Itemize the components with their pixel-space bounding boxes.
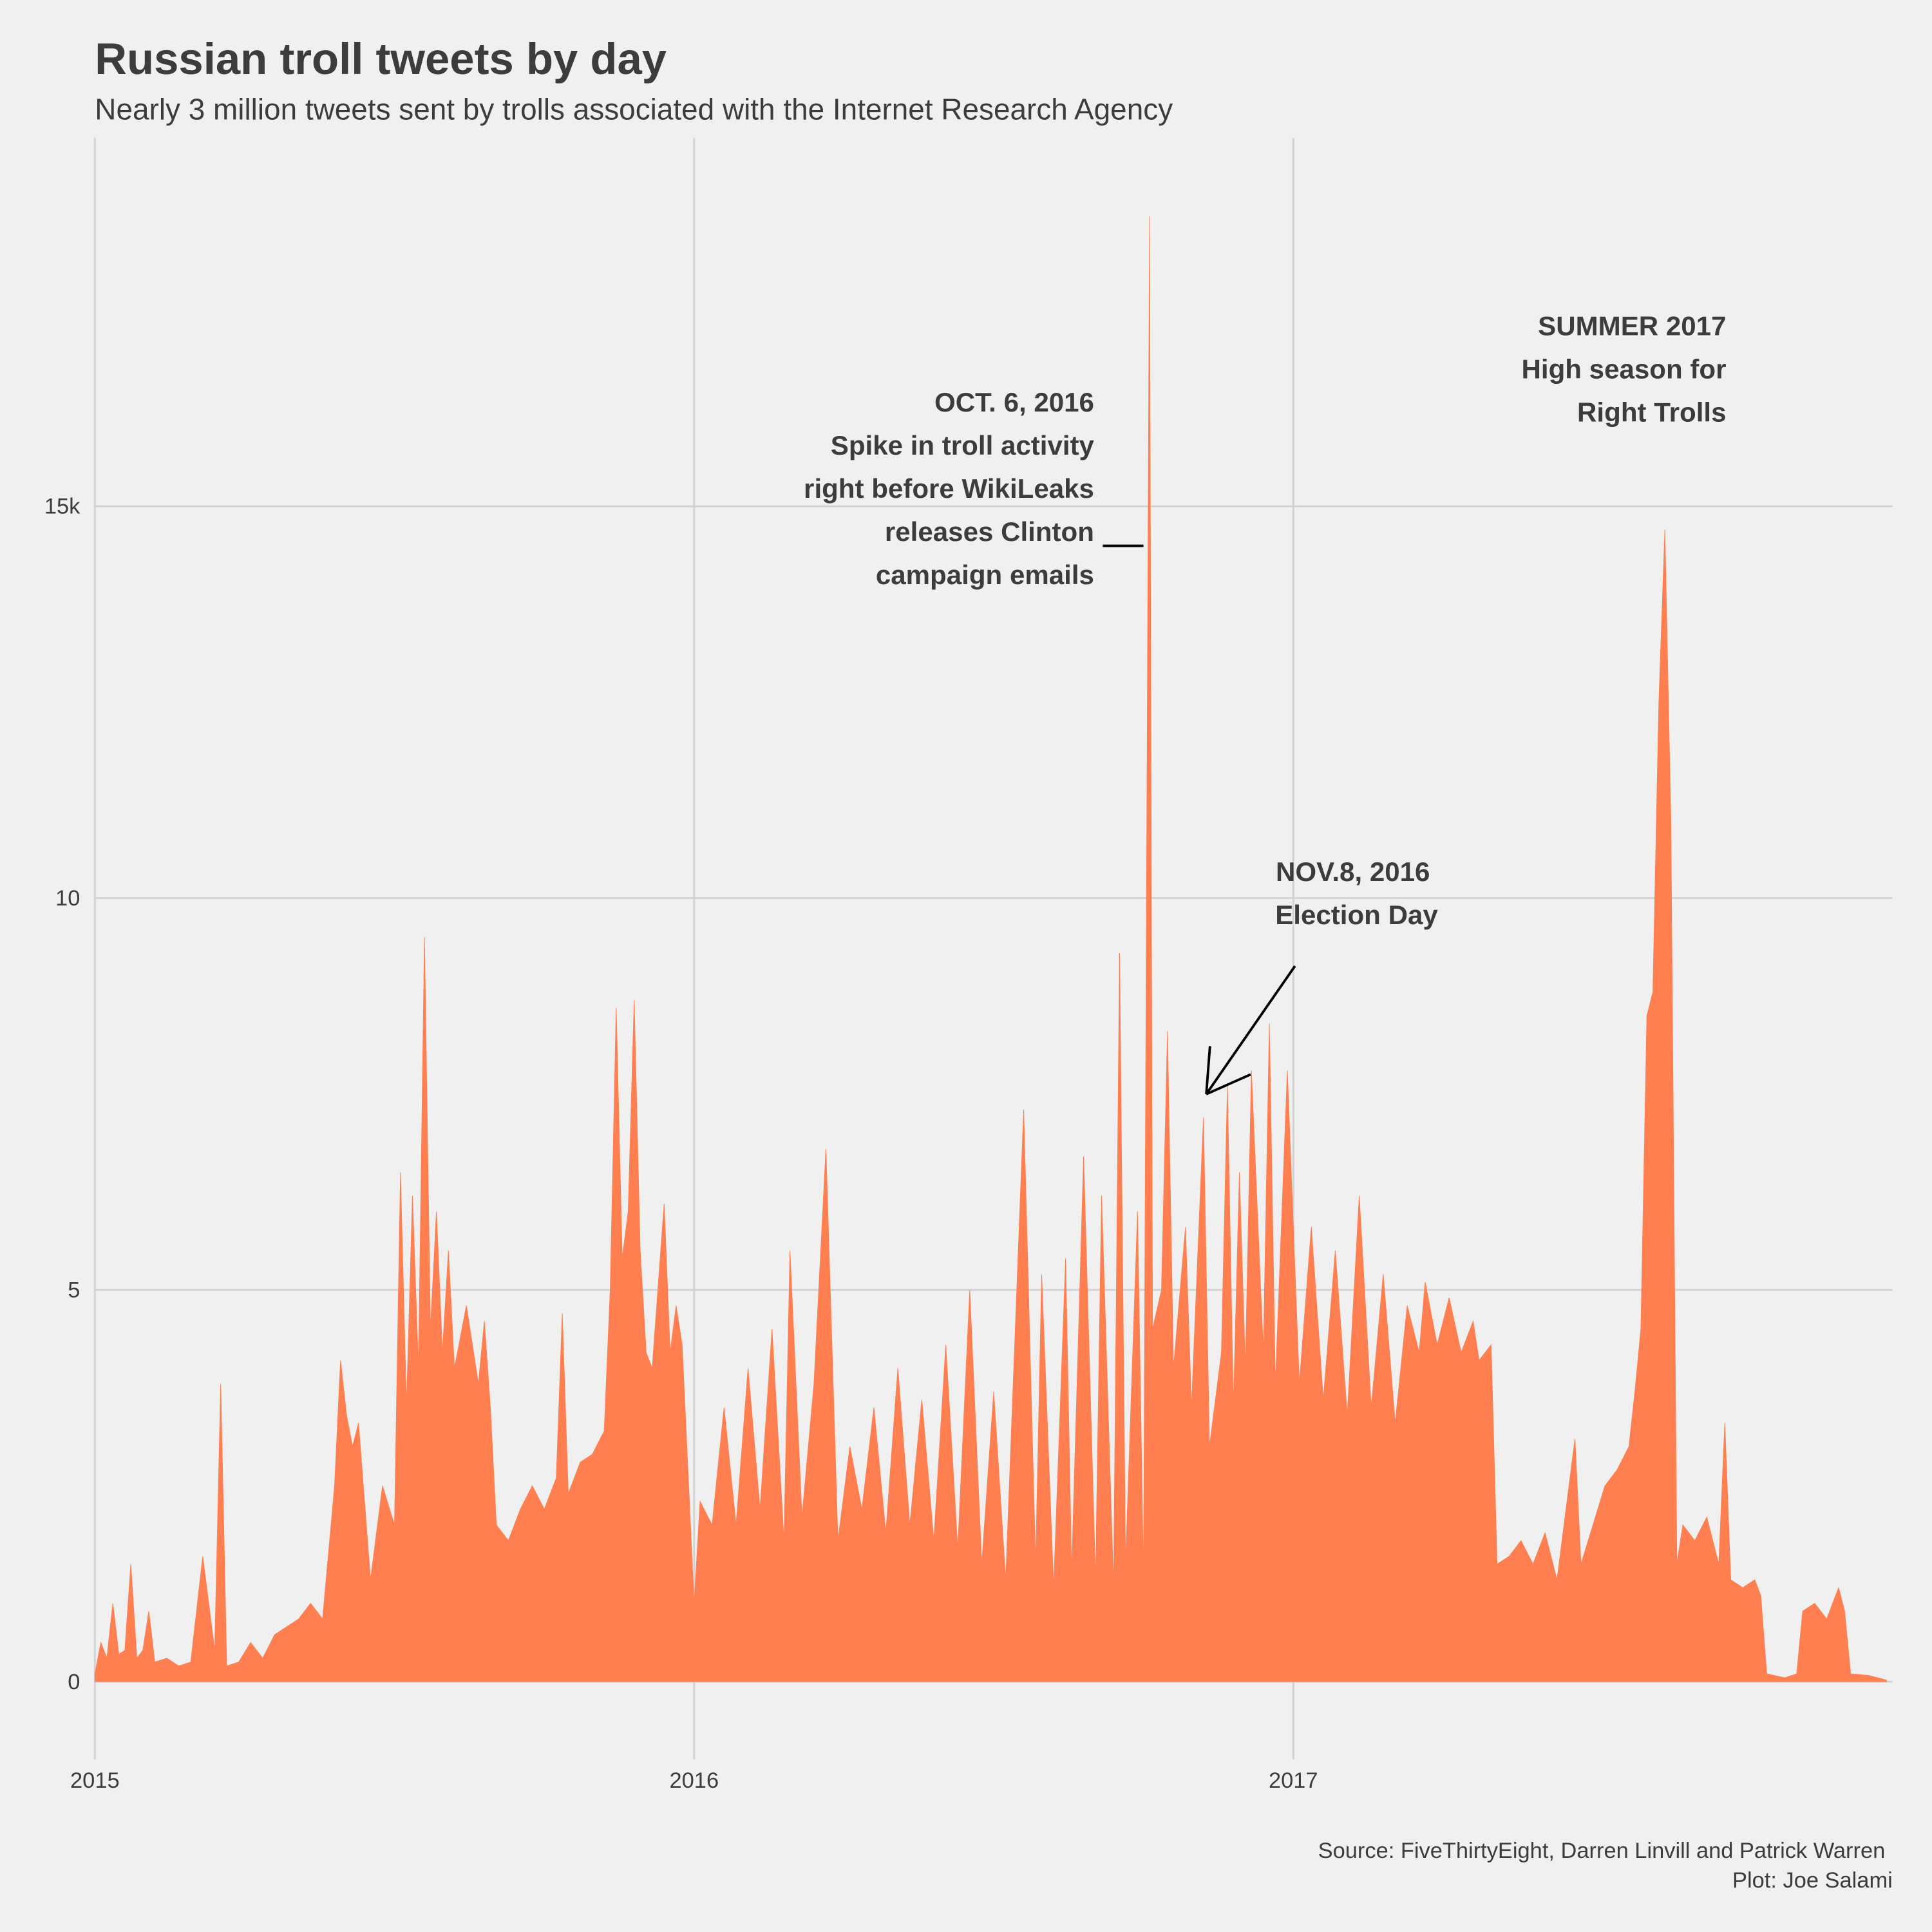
- annotation-line: SUMMER 2017: [1538, 310, 1726, 341]
- annotation-line: releases Clinton: [885, 516, 1094, 547]
- annotation-line: High season for: [1522, 354, 1727, 384]
- annotation-line: campaign emails: [876, 560, 1094, 590]
- area: [94, 216, 1887, 1682]
- y-tick-label: 5: [68, 1278, 80, 1302]
- y-tick-label: 10: [55, 886, 80, 911]
- x-tick-label: 2017: [1269, 1768, 1318, 1793]
- y-tick-label: 0: [68, 1670, 80, 1694]
- annotation-line: Right Trolls: [1577, 397, 1726, 427]
- chart-subtitle: Nearly 3 million tweets sent by trolls a…: [95, 93, 1173, 126]
- annotation-arrow: [1205, 965, 1296, 1095]
- x-tick-label: 2015: [70, 1768, 120, 1793]
- annotation-nov: NOV.8, 2016 Election Day: [1275, 857, 1438, 930]
- annotation-line: Spike in troll activity: [831, 430, 1095, 460]
- annotation-line: right before WikiLeaks: [804, 473, 1094, 504]
- annotation-summer: SUMMER 2017 High season for Right Trolls: [1522, 310, 1727, 427]
- marks: [94, 216, 1887, 1682]
- x-tick-label: 2016: [670, 1768, 719, 1793]
- chart-title: Russian troll tweets by day: [95, 34, 667, 84]
- annotation-line: NOV.8, 2016: [1276, 857, 1430, 887]
- caption: Plot: Joe Salami: [1732, 1868, 1893, 1893]
- caption: Source: FiveThirtyEight, Darren Linvill …: [1318, 1839, 1886, 1863]
- y-tick-label: 15k: [44, 495, 80, 519]
- annotation-line: Election Day: [1275, 900, 1438, 930]
- annotation-line: OCT. 6, 2016: [934, 387, 1094, 417]
- annotation-oct: OCT. 6, 2016 Spike in troll activity rig…: [804, 387, 1094, 590]
